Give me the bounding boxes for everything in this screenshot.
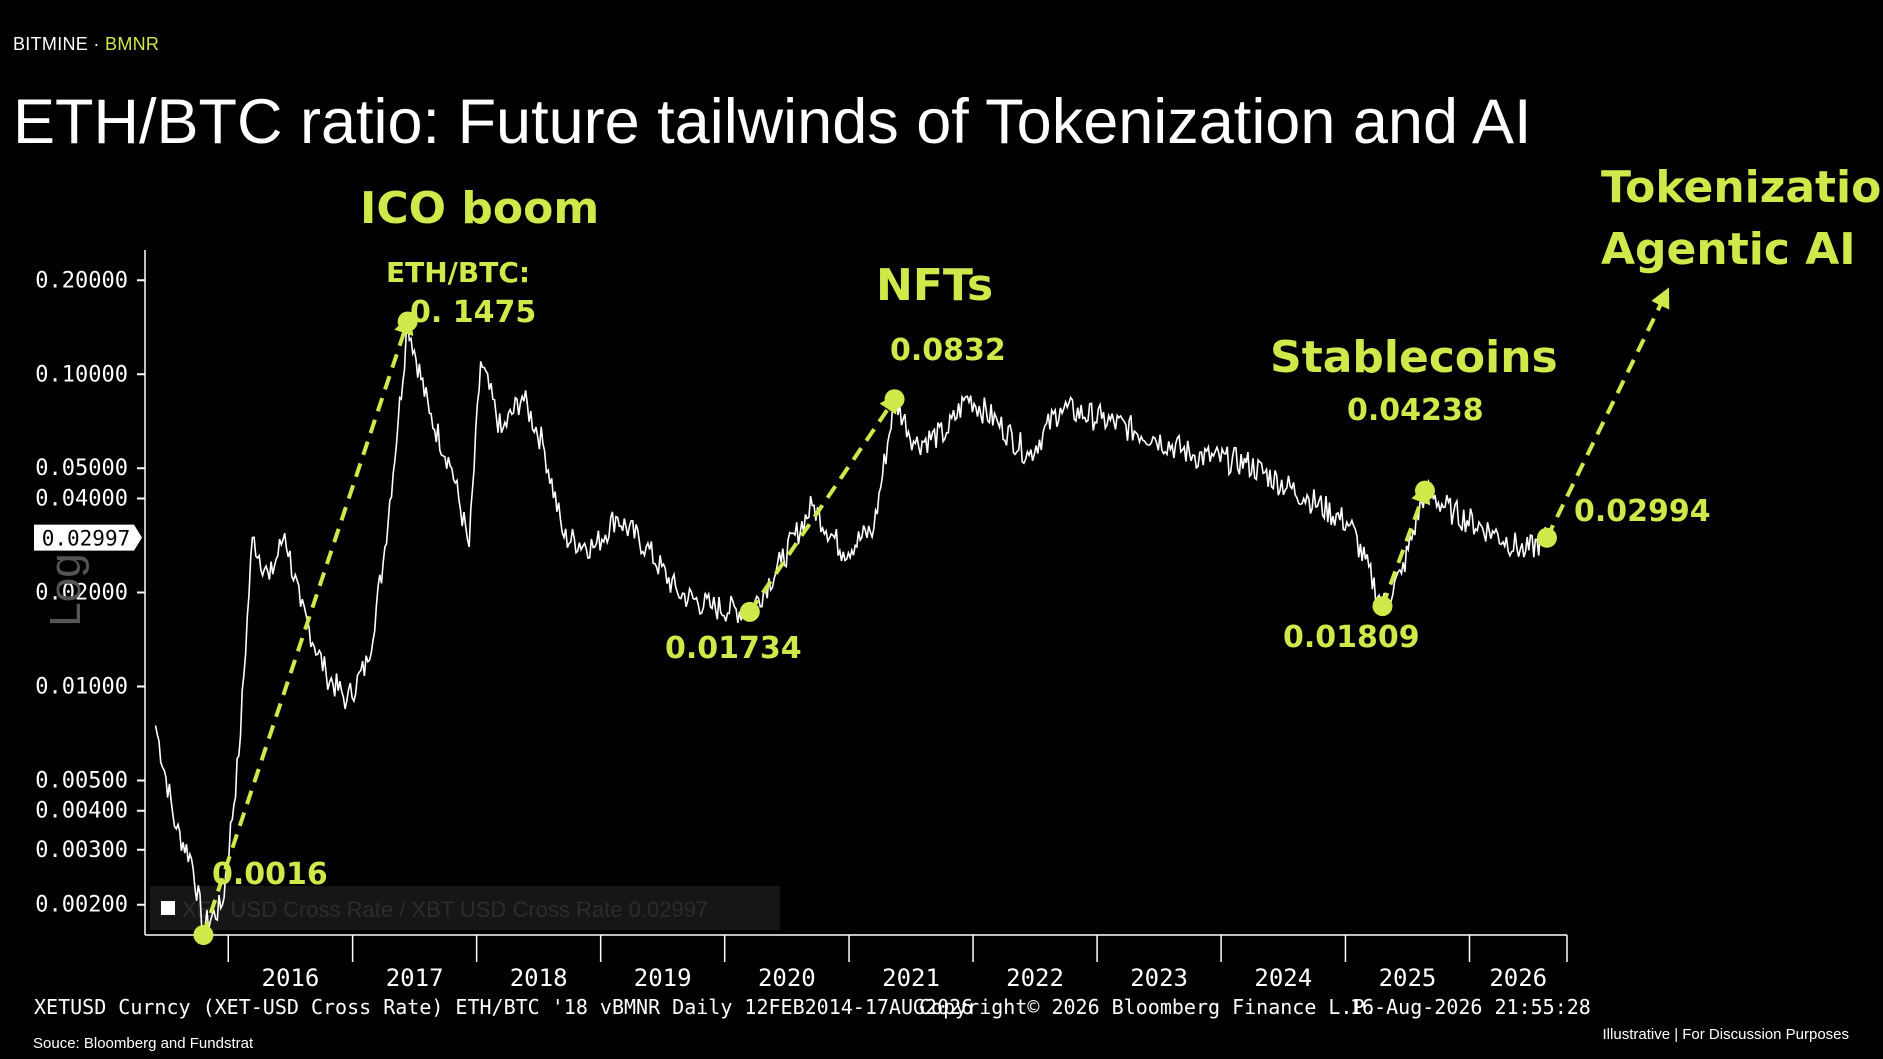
trend-arrow bbox=[1380, 483, 1431, 607]
annotation-dot bbox=[884, 389, 905, 410]
annotation-value: 0.01734 bbox=[665, 631, 802, 666]
annotation-value: 0.0832 bbox=[890, 333, 1006, 368]
y-tick-label: 0.02000 bbox=[35, 581, 128, 606]
x-tick-label: 2019 bbox=[634, 964, 692, 992]
legend-label: XET USD Cross Rate / XBT USD Cross Rate … bbox=[182, 897, 708, 922]
legend: XET USD Cross Rate / XBT USD Cross Rate … bbox=[150, 886, 780, 930]
x-tick-label: 2024 bbox=[1254, 964, 1312, 992]
x-tick-label: 2020 bbox=[758, 964, 816, 992]
footer-copyright: Copyright© 2026 Bloomberg Finance L.P. bbox=[919, 995, 1377, 1019]
x-tick-label: 2022 bbox=[1006, 964, 1064, 992]
y-tick-label: 0.00500 bbox=[35, 768, 128, 793]
page-title: ETH/BTC ratio: Future tailwinds of Token… bbox=[13, 87, 1532, 157]
footer-timestamp: 16-Aug-2026 21:55:28 bbox=[1350, 995, 1591, 1019]
annotation-title-line: Tokenizatio bbox=[1601, 162, 1881, 213]
chart-footer: XETUSD Curncy (XET-USD Cross Rate) ETH/B… bbox=[34, 995, 1591, 1019]
brand-header: BITMINE · BMNR bbox=[13, 34, 159, 55]
x-tick-label: 2025 bbox=[1379, 964, 1437, 992]
x-tick-label: 2021 bbox=[882, 964, 940, 992]
annotation-title: NFTs bbox=[876, 260, 993, 311]
source-note: Souce: Bloomberg and Fundstrat bbox=[33, 1035, 254, 1052]
annotation-title-line: Agentic AI bbox=[1601, 224, 1856, 275]
y-tick-label: 0.10000 bbox=[35, 362, 128, 387]
annotation-dot bbox=[1414, 480, 1435, 501]
disclaimer: Illustrative | For Discussion Purposes bbox=[1602, 1026, 1849, 1043]
y-tick-label: 0.00400 bbox=[35, 799, 128, 824]
footer-series-info: XETUSD Curncy (XET-USD Cross Rate) ETH/B… bbox=[34, 995, 973, 1019]
last-value-label: 0.02997 bbox=[42, 527, 131, 551]
brand-company: BITMINE bbox=[13, 34, 89, 54]
brand-ticker: BMNR bbox=[105, 34, 160, 54]
trend-arrows bbox=[201, 287, 1670, 936]
annotation-value: 0.04238 bbox=[1347, 393, 1484, 428]
legend-swatch bbox=[161, 901, 175, 915]
annotation-dot bbox=[193, 925, 214, 945]
x-tick-label: 2017 bbox=[386, 964, 444, 992]
annotation-sublabel: ETH/BTC: bbox=[386, 256, 530, 289]
brand-separator: · bbox=[88, 34, 106, 54]
x-tick-label: 2023 bbox=[1130, 964, 1188, 992]
annotation-title: ICO boom bbox=[360, 183, 599, 234]
x-tick-label: 2026 bbox=[1489, 964, 1547, 992]
annotations: ICO boom ETH/BTC: 0. 1475 NFTs 0.0832 Stablec… bbox=[193, 162, 1881, 945]
y-tick-label: 0.01000 bbox=[35, 674, 128, 699]
x-tick-label: 2016 bbox=[262, 964, 320, 992]
annotation-dot bbox=[1372, 596, 1393, 617]
annotation-value: 0.0016 bbox=[212, 857, 328, 892]
trend-arrow bbox=[748, 392, 900, 613]
annotation-value: 0.02994 bbox=[1574, 494, 1711, 529]
annotation-dot bbox=[397, 311, 418, 332]
y-tick-label: 0.00200 bbox=[35, 893, 128, 918]
last-value-badge bbox=[34, 524, 142, 551]
annotation-dot bbox=[1536, 527, 1557, 548]
trend-arrow bbox=[201, 313, 414, 936]
y-tick-label: 0.00300 bbox=[35, 838, 128, 863]
x-tick-label: 2018 bbox=[510, 964, 568, 992]
annotation-value: 0. 1475 bbox=[410, 295, 536, 330]
y-tick-label: 0.20000 bbox=[35, 268, 128, 293]
y-tick-label: 0.04000 bbox=[35, 487, 128, 512]
series-line-group bbox=[154, 321, 1548, 930]
axes: 0.20000 0.10000 0.05000 0.04000 0.02000 0.010… bbox=[34, 250, 1568, 992]
annotation-dot bbox=[739, 601, 760, 622]
legend-box bbox=[150, 886, 780, 930]
annotation-title: Stablecoins bbox=[1270, 332, 1558, 383]
y-axis-label: Log bbox=[41, 553, 90, 626]
y-tick-label: 0.05000 bbox=[35, 456, 128, 481]
annotation-value: 0.01809 bbox=[1283, 620, 1420, 655]
series-line bbox=[154, 321, 1548, 930]
